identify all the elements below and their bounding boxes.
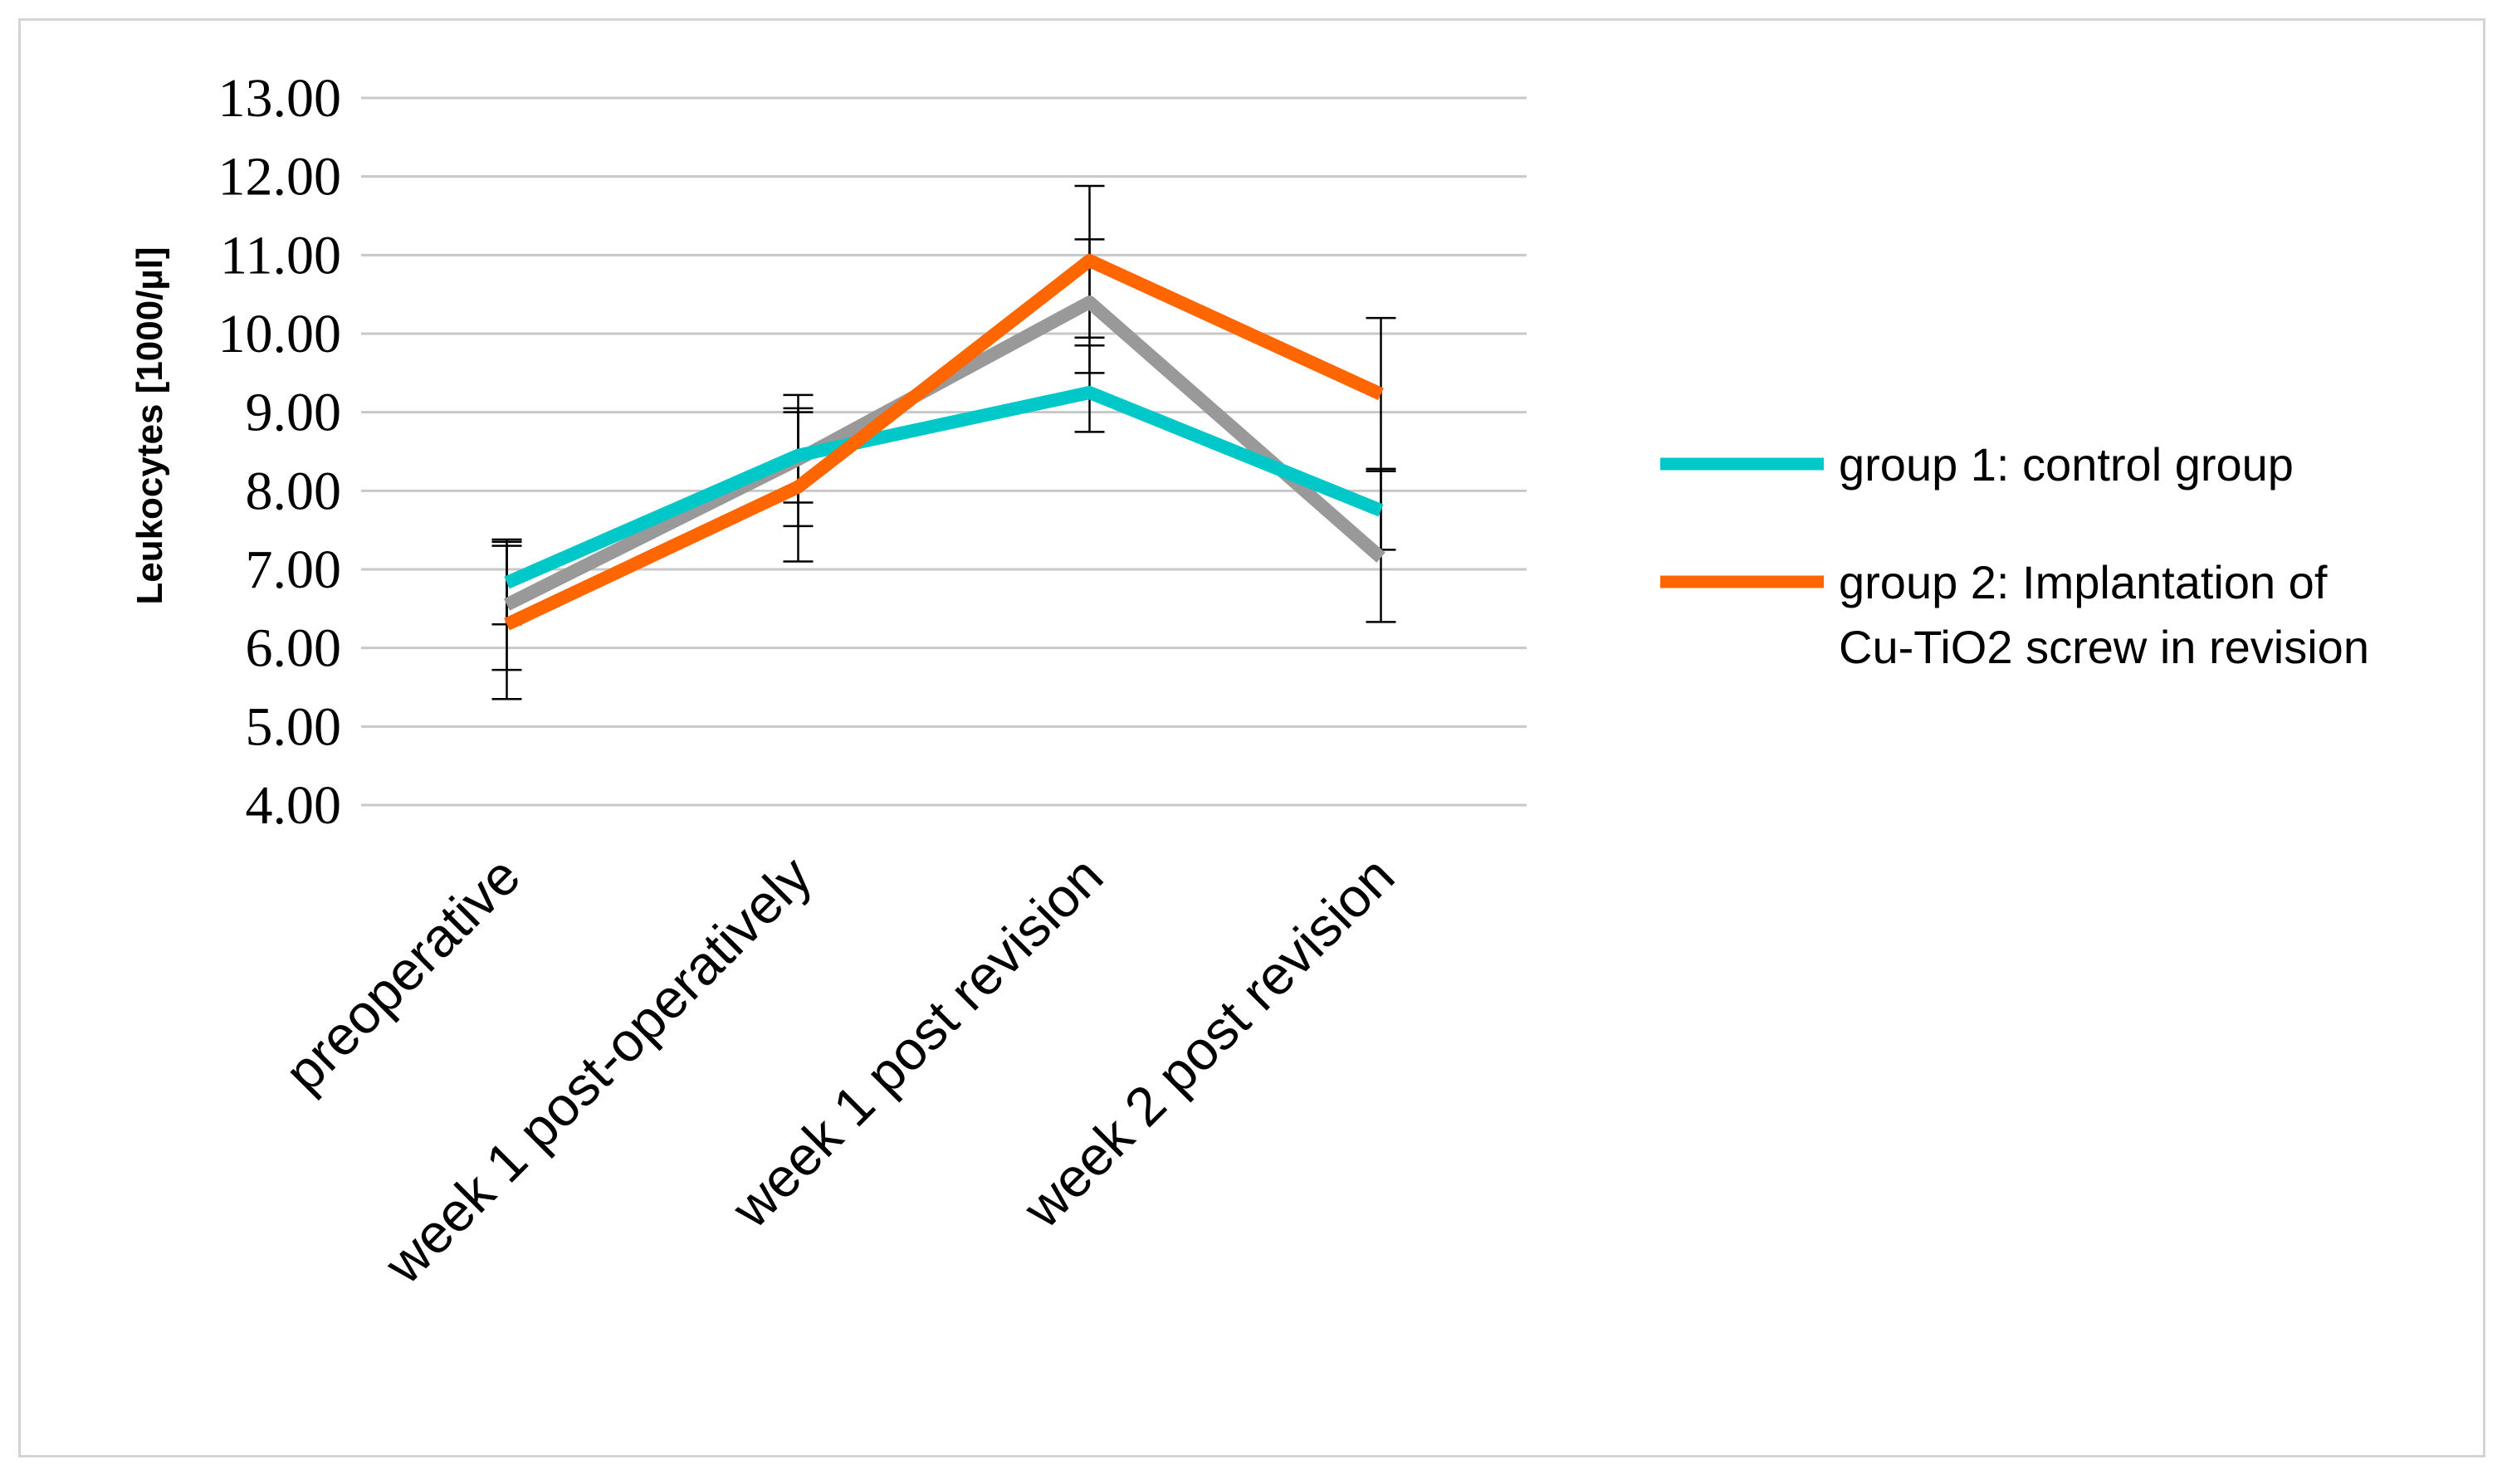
x-category-label: preoperative	[273, 845, 532, 1104]
legend: group 1: control group group 2: Implantat…	[1660, 438, 2369, 673]
y-tick-label: 4.00	[246, 775, 342, 836]
gridlines	[361, 96, 1527, 807]
y-axis-label: Leukocytes [1000/µl]	[130, 247, 170, 604]
chart-frame: 4.00 5.00 6.00 7.00 8.00 9.00 10.00 11.00 12.00 1…	[18, 18, 2485, 1457]
y-tick-label: 9.00	[246, 383, 342, 443]
legend-label: group 1: control group	[1839, 438, 2294, 491]
y-tick-label: 6.00	[246, 618, 342, 679]
legend-entry: group 2: Implantation of Cu-TiO2 screw in…	[1660, 556, 2369, 673]
y-tick-label: 8.00	[246, 461, 342, 521]
series-line-1	[504, 386, 1384, 589]
y-tick-label: 5.00	[246, 696, 342, 757]
y-tick-label: 13.00	[218, 68, 342, 129]
error-bars	[491, 184, 1396, 701]
y-tick-label: 10.00	[218, 304, 342, 364]
legend-label: group 2: Implantation of	[1839, 556, 2328, 608]
error-bar	[1366, 467, 1396, 623]
line-chart: 4.00 5.00 6.00 7.00 8.00 9.00 10.00 11.00 12.00 1…	[130, 68, 2369, 1296]
series-line-2	[504, 253, 1384, 631]
y-tick-labels: 4.00 5.00 6.00 7.00 8.00 9.00 10.00 11.00 12.00 1…	[218, 68, 342, 836]
y-tick-label: 12.00	[218, 147, 342, 207]
series-lines	[503, 253, 1385, 631]
legend-label: Cu-TiO2 screw in revision	[1839, 621, 2369, 673]
legend-entry: group 1: control group	[1660, 438, 2294, 491]
y-tick-label: 7.00	[246, 539, 342, 600]
y-tick-label: 11.00	[220, 225, 341, 286]
